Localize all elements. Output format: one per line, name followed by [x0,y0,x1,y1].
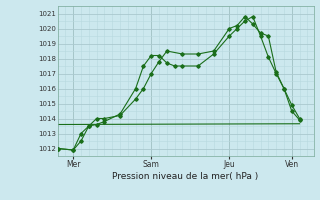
X-axis label: Pression niveau de la mer( hPa ): Pression niveau de la mer( hPa ) [112,172,259,181]
